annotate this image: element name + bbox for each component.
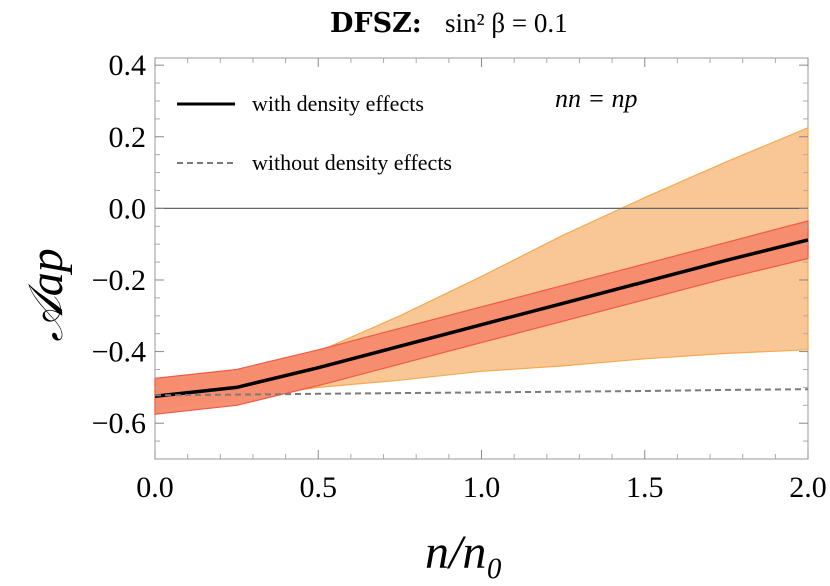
bands-layer	[154, 126, 809, 415]
series-layer	[154, 238, 809, 399]
y-tick-label-0: 0.4	[109, 49, 147, 82]
band-1	[154, 220, 809, 415]
y-tick-label-3: −0.2	[92, 264, 146, 297]
legend-label-solid: with density effects	[252, 91, 424, 116]
y-tick-label-1: 0.2	[109, 121, 147, 154]
ticks-layer: 0.0 0.5 1.0 1.5 2.0 0.4 0.2 0.0 −0.2 −0.4 −0.6	[92, 49, 827, 504]
legend-label-dashed: without density effects	[252, 150, 452, 175]
x-tick-label-1: 0.5	[300, 471, 338, 504]
chart-title-math: sin² β = 0.1	[445, 8, 568, 38]
legend: with density effects without density eff…	[177, 91, 452, 175]
x-tick-label-2: 1.0	[463, 471, 501, 504]
annotation-nn-np: nn = np	[555, 84, 638, 113]
x-tick-label-0: 0.0	[136, 471, 174, 504]
y-axis-label: 𝒜ap	[20, 248, 73, 341]
band-0	[154, 126, 809, 410]
x-axis-label: n/n₀	[425, 526, 503, 579]
y-tick-label-2: 0.0	[109, 192, 147, 225]
x-tick-label-3: 1.5	[626, 471, 664, 504]
x-tick-label-4: 2.0	[789, 471, 827, 504]
chart-title-bold: DFSZ:	[330, 8, 422, 39]
y-tick-label-5: −0.6	[92, 407, 146, 440]
y-tick-label-4: −0.4	[92, 336, 146, 369]
series-line-1	[154, 388, 809, 397]
series-line-0	[154, 238, 809, 399]
